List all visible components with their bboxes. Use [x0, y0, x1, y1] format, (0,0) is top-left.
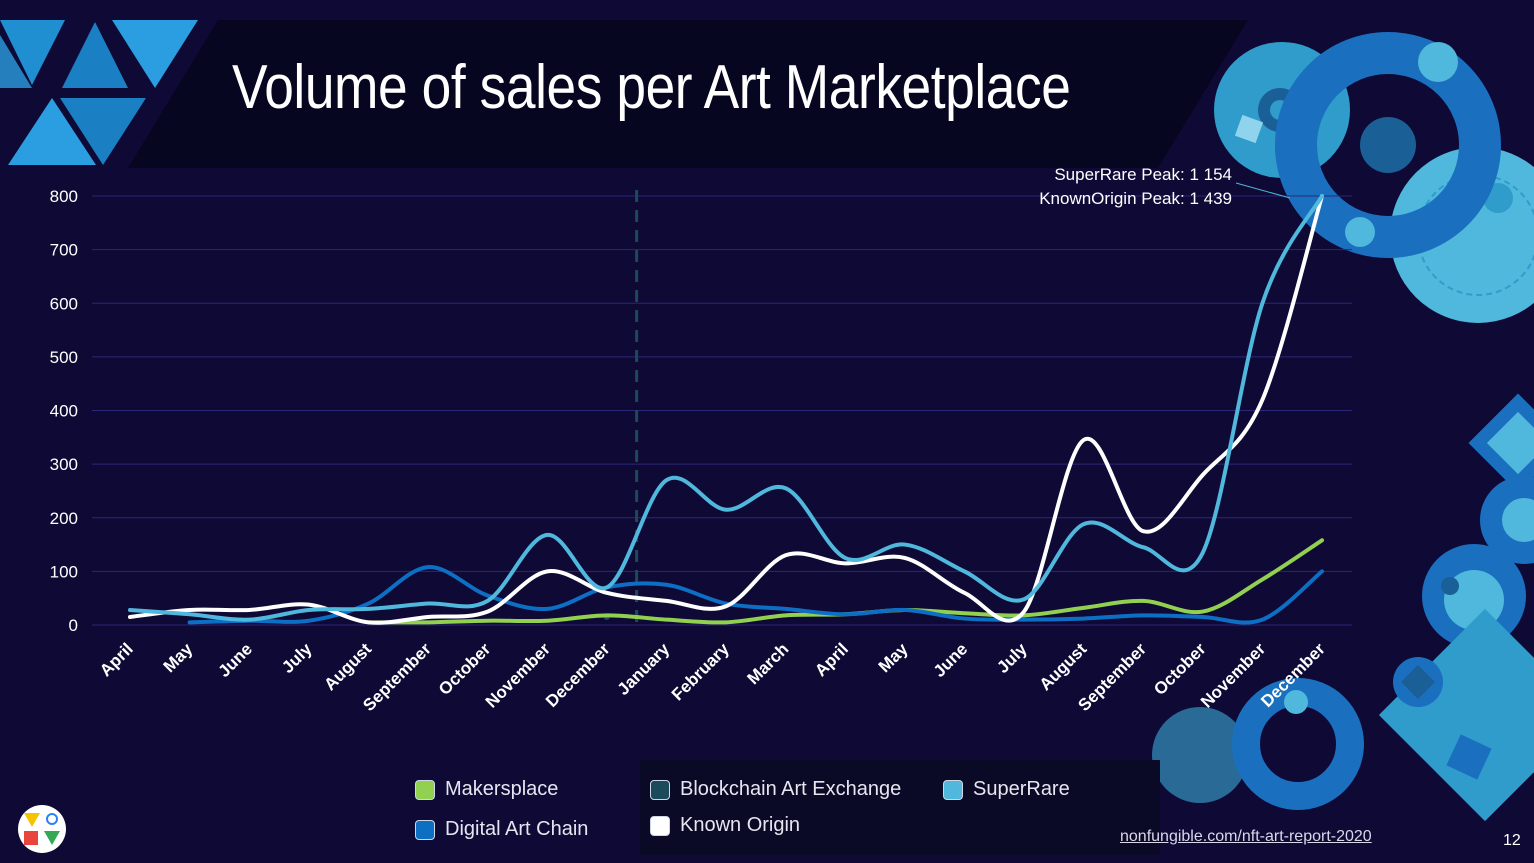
- y-tick-label: 0: [69, 616, 78, 635]
- x-tick-label: October: [1150, 639, 1210, 699]
- series-line-digital-art-chain: [187, 565, 1324, 625]
- legend-label: Makersplace: [445, 778, 559, 800]
- legend-swatch: [415, 819, 435, 840]
- legend-swatch: [943, 779, 963, 800]
- x-tick-label: May: [875, 639, 912, 676]
- legend-item-known-origin: Known Origin: [650, 814, 800, 837]
- series-line-known-origin: [128, 194, 1324, 625]
- y-tick-label: 200: [50, 509, 78, 528]
- y-tick-label: 100: [50, 562, 78, 581]
- logo-icon: [24, 813, 60, 845]
- nonfungible-logo: [18, 805, 66, 853]
- y-axis: 0 100 200 300 400 500 600 700 800: [50, 187, 78, 635]
- peak-annotations: SuperRare Peak: 1 154 KnownOrigin Peak: …: [1039, 165, 1291, 208]
- x-tick-label: June: [215, 639, 256, 680]
- legend-swatch: [650, 815, 670, 836]
- legend-item-superrare: SuperRare: [943, 778, 1070, 801]
- superrare-peak-label: SuperRare Peak: 1 154: [1054, 165, 1232, 184]
- x-tick-label: January: [614, 639, 674, 699]
- x-tick-label: July: [278, 639, 316, 677]
- y-tick-label: 300: [50, 455, 78, 474]
- x-tick-label: April: [811, 639, 852, 680]
- legend-item-blockchain-art-exchange: Blockchain Art Exchange: [650, 778, 901, 801]
- triangle-pattern-icon: [0, 20, 198, 165]
- x-tick-label: November: [1197, 639, 1269, 711]
- x-tick-label: October: [435, 639, 495, 699]
- chart-series: [128, 194, 1324, 625]
- series-line-makersplace: [366, 538, 1324, 625]
- peak-leader-line: [1235, 182, 1291, 199]
- legend-label: SuperRare: [973, 778, 1070, 800]
- x-tick-label: February: [668, 639, 733, 704]
- x-tick-label: December: [1257, 639, 1329, 711]
- y-tick-label: 400: [50, 402, 78, 421]
- x-tick-label: December: [542, 639, 614, 711]
- x-tick-label: November: [482, 639, 554, 711]
- page-number: 12: [1503, 832, 1521, 849]
- legend-label: Blockchain Art Exchange: [680, 778, 902, 800]
- x-tick-label: August: [1036, 639, 1091, 694]
- legend-swatch: [650, 779, 670, 800]
- y-tick-label: 500: [50, 348, 78, 367]
- series-line-superrare: [128, 194, 1324, 622]
- y-tick-label: 600: [50, 294, 78, 313]
- x-tick-label: May: [160, 639, 197, 676]
- report-link[interactable]: nonfungible.com/nft-art-report-2020: [1120, 828, 1372, 845]
- y-tick-label: 700: [50, 241, 78, 260]
- x-tick-label: April: [96, 639, 137, 680]
- legend-panel: [640, 760, 1160, 855]
- x-tick-label: June: [930, 639, 971, 680]
- title-band: [128, 20, 1248, 168]
- legend-item-digital-art-chain: Digital Art Chain: [415, 818, 588, 841]
- x-tick-label: August: [320, 639, 375, 694]
- x-tick-label: March: [744, 639, 793, 688]
- y-tick-label: 800: [50, 187, 78, 206]
- legend-label: Known Origin: [680, 814, 801, 836]
- x-tick-label: July: [993, 639, 1031, 677]
- knownorigin-peak-label: KnownOrigin Peak: 1 439: [1039, 189, 1232, 208]
- chart-grid: [92, 195, 1352, 626]
- page-title: Volume of sales per Art Marketplace: [232, 53, 1071, 122]
- circle-pattern-icon: [1152, 32, 1534, 822]
- legend-item-makersplace: Makersplace: [415, 778, 558, 801]
- legend-label: Digital Art Chain: [445, 818, 589, 840]
- legend-swatch: [415, 779, 435, 800]
